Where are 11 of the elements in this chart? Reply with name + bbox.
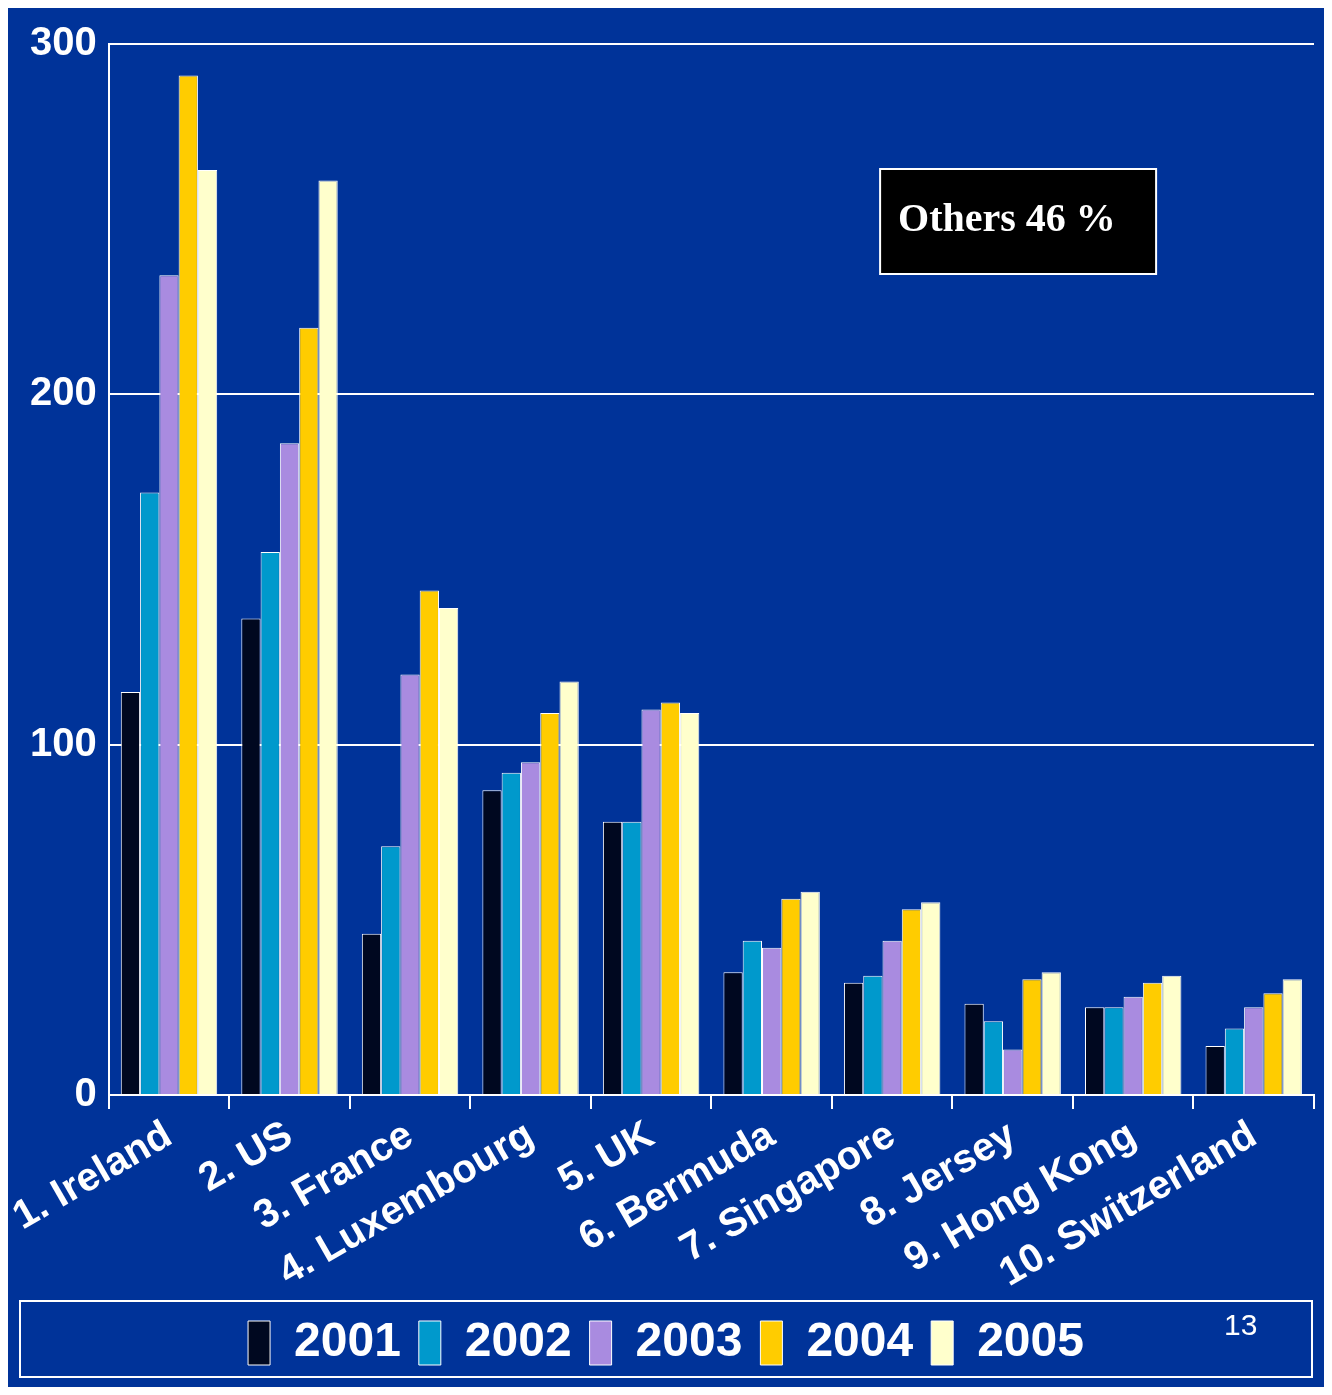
legend-label: 2003 bbox=[635, 1313, 743, 1367]
y-tick-label: 100 bbox=[29, 719, 97, 764]
text: 13 bbox=[1224, 1308, 1258, 1342]
legend-label: 2002 bbox=[464, 1313, 572, 1367]
legend-label: 2001 bbox=[294, 1313, 401, 1367]
y-tick-label: 0 bbox=[74, 1069, 97, 1114]
legend-label: 2005 bbox=[977, 1313, 1084, 1367]
y-tick-label: 300 bbox=[29, 19, 97, 64]
legend-label: 2004 bbox=[806, 1313, 914, 1367]
annotation: Others 46 % bbox=[898, 195, 1116, 241]
y-tick-label: 200 bbox=[29, 369, 97, 414]
